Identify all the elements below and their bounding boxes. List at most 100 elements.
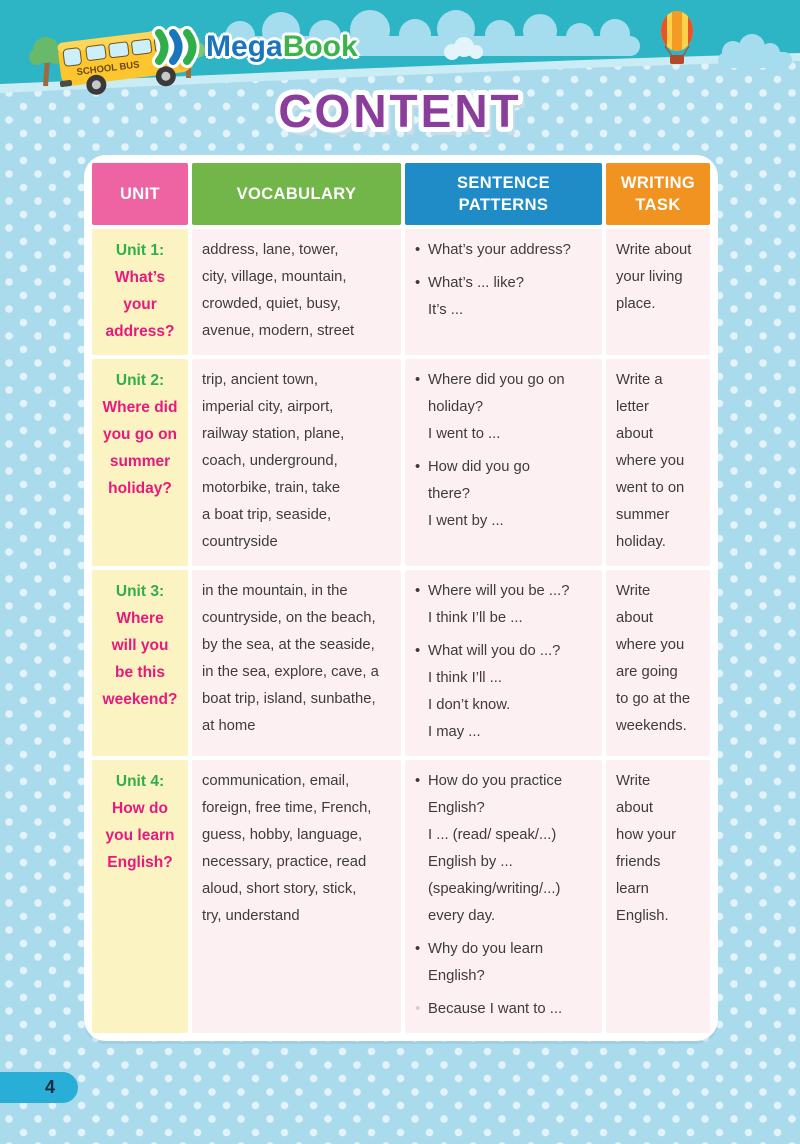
pattern-line: I may ... (415, 719, 596, 746)
pattern-text: How do you practice (428, 773, 563, 789)
pattern-text: English? (428, 968, 485, 984)
writing-cell-row2: Write a letter about where you went to on sum… (606, 359, 710, 566)
vocabulary-line: communication, email, (202, 773, 350, 789)
column-header-writing-task: WRITING TASK (606, 163, 710, 225)
pattern-line: English? (415, 795, 596, 822)
pattern-line: (speaking/writing/...) (415, 876, 596, 903)
writing-line: Write (616, 773, 651, 789)
vocabulary-line: coach, underground, (202, 453, 338, 469)
pattern-text: I don’t know. (428, 697, 511, 713)
pattern-text: (speaking/writing/...) (428, 881, 561, 897)
pattern-line: English? (415, 963, 596, 990)
bullet-icon: • (415, 459, 421, 475)
pattern-line: • Because I want to ... (415, 996, 596, 1023)
vocabulary-line: at home (202, 718, 256, 734)
pattern-line: English by ... (415, 849, 596, 876)
pattern-text: What’s your address? (428, 242, 571, 258)
vocabulary-cell-row1: address, lane, tower, city, village, moun… (192, 229, 401, 355)
unit-question-line: be this (115, 664, 165, 681)
pattern-line: It’s ... (415, 297, 596, 324)
writing-line: English. (616, 908, 669, 924)
vocabulary-line: aloud, short story, stick, (202, 881, 357, 897)
bullet-icon: • (415, 583, 421, 599)
logo-chevrons-icon (152, 26, 200, 68)
vocabulary-line: imperial city, airport, (202, 399, 334, 415)
vocabulary-line: in the mountain, in the (202, 583, 348, 599)
cloud-chain (212, 10, 640, 56)
vocabulary-cell-row3: in the mountain, in the countryside, on t… (192, 570, 401, 756)
pattern-text: there? (428, 486, 470, 502)
cloud-right (718, 34, 792, 68)
megabook-logo: Mega Book (150, 26, 358, 68)
vocabulary-line: foreign, free time, French, (202, 800, 372, 816)
writing-line: to go at the (616, 691, 691, 707)
writing-line: where you (616, 453, 685, 469)
patterns-cell-row4: • How do you practice English? I ... (read/… (405, 760, 602, 1033)
writing-line: Write (616, 583, 651, 599)
vocabulary-line: boat trip, island, sunbathe, (202, 691, 376, 707)
writing-line: about (616, 610, 654, 626)
writing-line: learn (616, 881, 649, 897)
unit-question-line: weekend? (102, 691, 178, 708)
writing-line: how your (616, 827, 677, 843)
pattern-line: • Why do you learn (415, 936, 596, 963)
unit-question-line: Where did (102, 399, 178, 416)
pattern-text: Because I want to ... (428, 1001, 563, 1017)
vocabulary-line: try, understand (202, 908, 300, 924)
patterns-cell-row2: • Where did you go on holiday? I went to ..… (405, 359, 602, 566)
pattern-line: • What’s ... like? (415, 270, 596, 297)
writing-line: weekends. (616, 718, 687, 734)
pattern-line: I think I’ll ... (415, 665, 596, 692)
vocabulary-line: a boat trip, seaside, (202, 507, 332, 523)
pattern-text: Why do you learn (428, 941, 544, 957)
vocabulary-line: trip, ancient town, (202, 372, 318, 388)
bullet-icon: • (415, 643, 421, 659)
content-table-grid: UNIT VOCABULARY SENTENCE PATTERNS WRITING T… (92, 163, 710, 1033)
pattern-text: every day. (428, 908, 496, 924)
pattern-text: I went by ... (428, 513, 504, 529)
unit-question-line: you learn (105, 827, 175, 844)
vocabulary-line: motorbike, train, take (202, 480, 341, 496)
pattern-line: I went to ... (415, 421, 596, 448)
pattern-line: every day. (415, 903, 596, 930)
pattern-line: • How do you practice (415, 768, 596, 795)
pattern-line: I think I’ll be ... (415, 605, 596, 632)
hot-air-balloon-icon (661, 11, 693, 64)
vocabulary-line: avenue, modern, street (202, 323, 355, 339)
writing-line: summer (616, 507, 670, 523)
page-title: CONTENT (278, 85, 522, 137)
writing-cell-row3: Write about where you are going to go at the… (606, 570, 710, 756)
pattern-line: • Where will you be ...? (415, 578, 596, 605)
logo-text-book: Book (282, 30, 358, 63)
pattern-line: I ... (read/ speak/...) (415, 822, 596, 849)
column-header-vocabulary: VOCABULARY (192, 163, 401, 225)
writing-line: are going (616, 664, 678, 680)
pattern-line: there? (415, 481, 596, 508)
vocabulary-cell-row2: trip, ancient town, imperial city, airpor… (192, 359, 401, 566)
bullet-icon: • (415, 372, 421, 388)
vocabulary-line: countryside, on the beach, (202, 610, 376, 626)
pattern-text: It’s ... (428, 302, 464, 318)
pattern-text: English by ... (428, 854, 513, 870)
pattern-text: I may ... (428, 724, 481, 740)
pattern-text: Where will you be ...? (428, 583, 570, 599)
patterns-cell-row1: • What’s your address? • What’s ... like? It… (405, 229, 602, 355)
page-number: 4 (44, 1077, 55, 1097)
writing-cell-row1: Write about your living place. (606, 229, 710, 355)
unit-label: Unit 4: (115, 773, 165, 790)
writing-line: letter (616, 399, 649, 415)
pattern-text: What’s ... like? (428, 275, 524, 291)
bullet-icon: • (415, 1001, 421, 1017)
pattern-line: I went by ... (415, 508, 596, 535)
pattern-text: What will you do ...? (428, 643, 561, 659)
vocabulary-line: guess, hobby, language, (202, 827, 363, 843)
unit-question-line: address? (105, 323, 175, 340)
vocabulary-line: railway station, plane, (202, 426, 345, 442)
unit-question-line: holiday? (108, 480, 172, 497)
unit-cell-row1: Unit 1: What’s your address? (92, 229, 188, 355)
pattern-text: I went to ... (428, 426, 501, 442)
left-tree (29, 37, 64, 87)
column-header-sentence-patterns: SENTENCE PATTERNS (405, 163, 602, 225)
bullet-icon: • (415, 941, 421, 957)
